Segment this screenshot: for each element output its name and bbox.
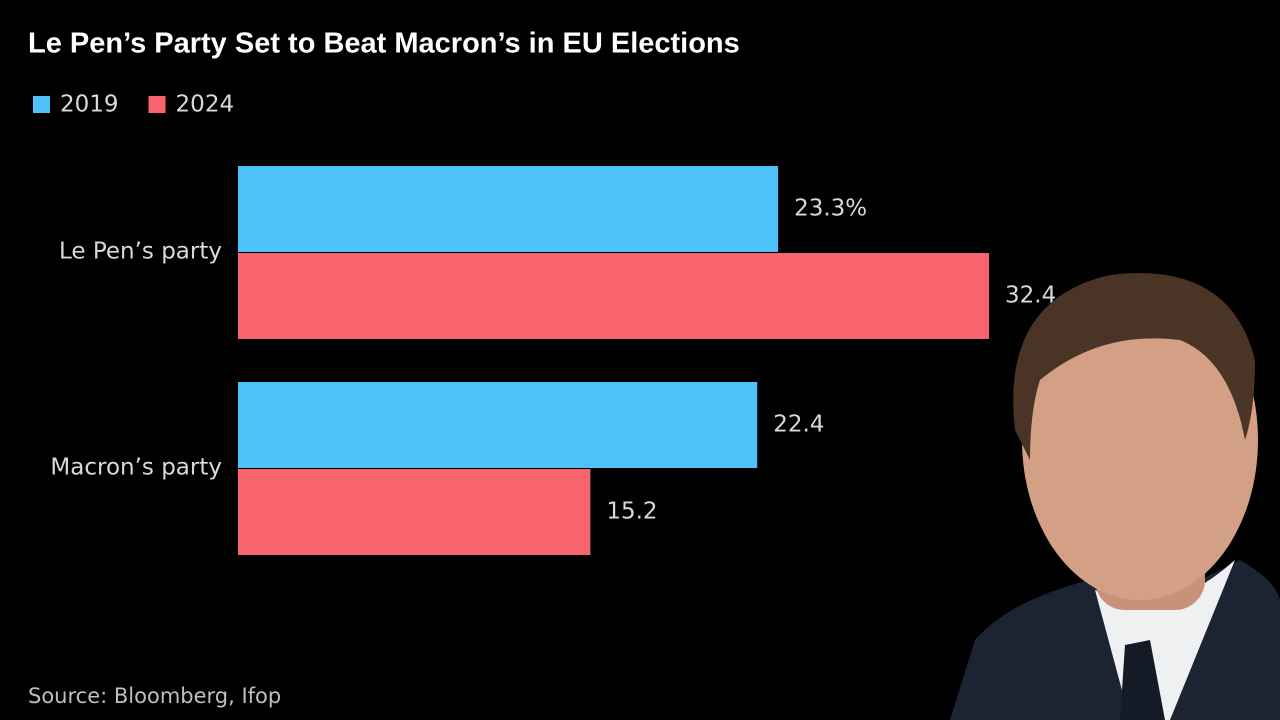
value-label: 32.4 xyxy=(1005,283,1056,309)
value-label: 23.3% xyxy=(794,196,867,222)
legend-swatch xyxy=(148,96,166,113)
legend-label: 2024 xyxy=(176,92,235,118)
bar xyxy=(238,253,990,339)
category-label: Le Pen’s party xyxy=(59,239,222,265)
legend-swatch xyxy=(33,96,50,113)
hair xyxy=(1013,273,1255,460)
category-label: Macron’s party xyxy=(50,455,222,481)
tie xyxy=(1120,640,1165,720)
source: Source: Bloomberg, Ifop xyxy=(28,684,281,708)
value-label: 15.2 xyxy=(606,499,657,525)
bar xyxy=(238,469,591,555)
value-label: 22.4 xyxy=(773,412,824,438)
chart-title: Le Pen’s Party Set to Beat Macron’s in E… xyxy=(28,28,740,60)
face xyxy=(1022,280,1258,600)
bar xyxy=(238,166,779,252)
bar xyxy=(238,382,758,468)
legend-label: 2019 xyxy=(60,92,119,118)
portrait xyxy=(950,273,1280,720)
